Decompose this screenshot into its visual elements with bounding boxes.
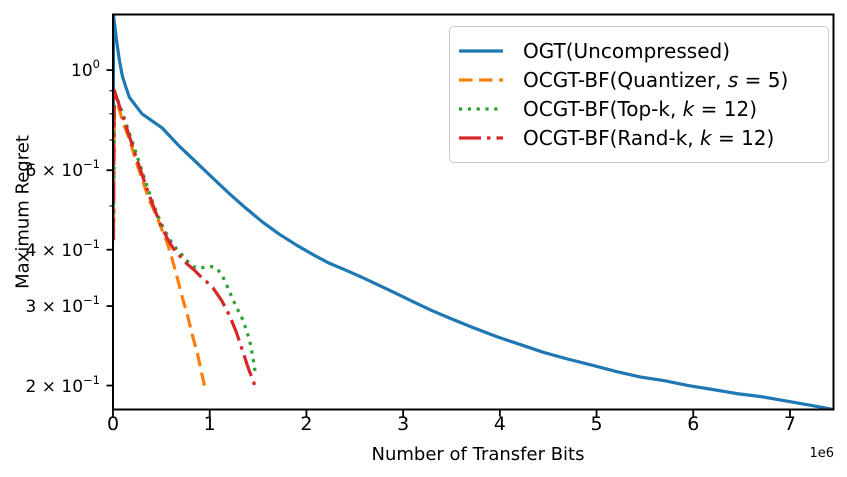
x-axis-label: Number of Transfer Bits xyxy=(371,444,585,465)
x-tick-label-7: 7 xyxy=(783,413,797,435)
legend-item-2: OCGT-BF(Top-k, k = 12) xyxy=(459,95,818,124)
y-tick-label: 2 × 10−1 xyxy=(25,372,100,397)
legend-label: OGT(Uncompressed) xyxy=(523,38,731,63)
x-tick-label-4: 4 xyxy=(493,413,506,435)
data-curves xyxy=(113,14,834,410)
curve-2-dotted xyxy=(113,89,258,375)
y-tick-label: 4 × 10−1 xyxy=(25,236,100,261)
x-tick-label-2: 2 xyxy=(300,413,313,435)
y-tick-label: 100 xyxy=(71,57,100,81)
legend-label: OCGT-BF(Top-k, k = 12) xyxy=(523,97,757,122)
legend-line-sample-icon xyxy=(459,48,503,53)
curve-1-dashed xyxy=(113,91,207,386)
x-tick-label-5: 5 xyxy=(590,413,603,435)
axes-spines xyxy=(112,13,835,411)
legend-item-3: OCGT-BF(Rand-k, k = 12) xyxy=(459,124,818,153)
legend-label: OCGT-BF(Rand-k, k = 12) xyxy=(523,126,775,151)
legend-line-sample-icon xyxy=(459,78,503,82)
curve-3-dashdot xyxy=(113,88,259,392)
y-tick-label: 6 × 10−1 xyxy=(25,157,100,182)
y-tick-label: 3 × 10−1 xyxy=(25,293,100,317)
legend-item-1: OCGT-BF(Quantizer, s = 5) xyxy=(459,65,818,94)
x-axis-offset-label: 1e6 xyxy=(809,446,834,461)
legend-line-sample-icon xyxy=(459,107,503,111)
x-tick-label-1: 1 xyxy=(203,413,216,435)
legend: OGT(Uncompressed) OCGT-BF(Quantizer, s = … xyxy=(449,26,829,163)
legend-label: OCGT-BF(Quantizer, s = 5) xyxy=(523,67,789,92)
legend-line-sample-icon xyxy=(459,136,503,141)
y-axis-label: Maximum Regret xyxy=(12,135,34,289)
x-tick-label-6: 6 xyxy=(687,413,700,435)
legend-item-0: OGT(Uncompressed) xyxy=(459,36,818,65)
x-tick-label-0: 0 xyxy=(106,413,120,435)
curve-0-solid xyxy=(113,14,834,410)
x-tick-label-3: 3 xyxy=(397,413,410,435)
